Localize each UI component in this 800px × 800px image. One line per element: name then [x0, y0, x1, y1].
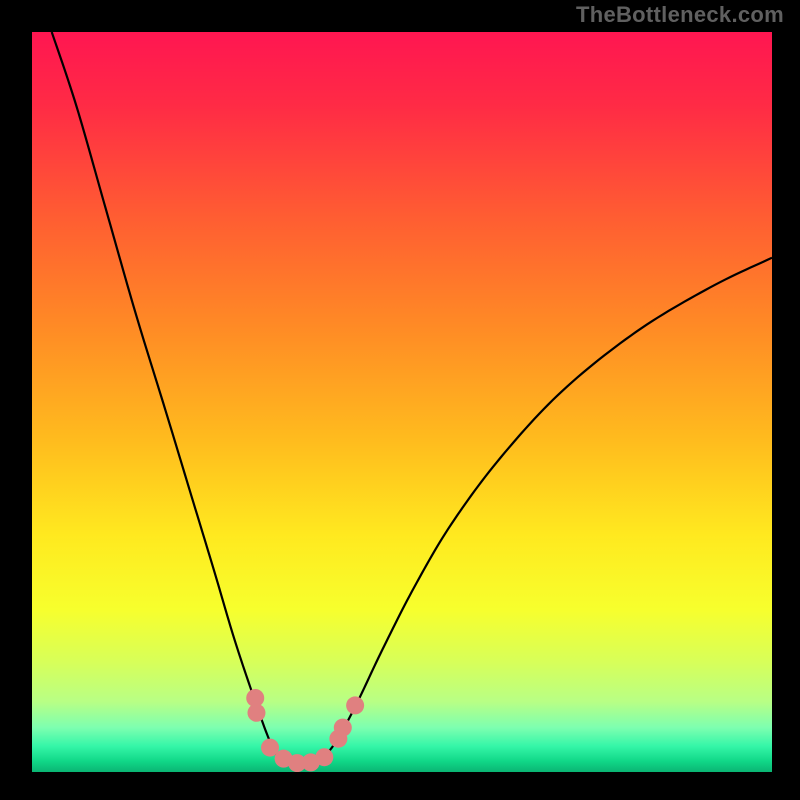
- data-marker: [247, 704, 265, 722]
- data-marker: [315, 748, 333, 766]
- watermark-text: TheBottleneck.com: [576, 2, 784, 28]
- chart-canvas: TheBottleneck.com: [0, 0, 800, 800]
- gradient-background: [32, 32, 772, 772]
- data-marker: [346, 696, 364, 714]
- chart-svg: [0, 0, 800, 800]
- data-marker: [334, 719, 352, 737]
